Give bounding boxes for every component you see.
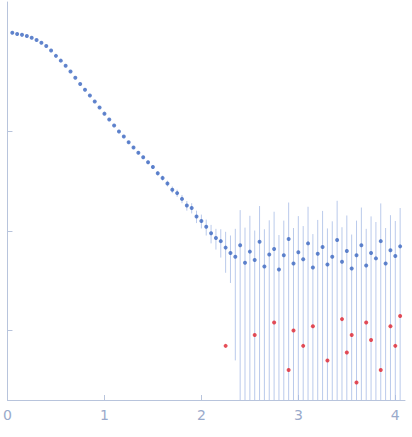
svg-text:0: 0 bbox=[3, 407, 12, 423]
svg-text:3: 3 bbox=[294, 407, 303, 423]
svg-text:4: 4 bbox=[391, 407, 400, 423]
svg-text:1: 1 bbox=[100, 407, 109, 423]
svg-text:2: 2 bbox=[197, 407, 206, 423]
